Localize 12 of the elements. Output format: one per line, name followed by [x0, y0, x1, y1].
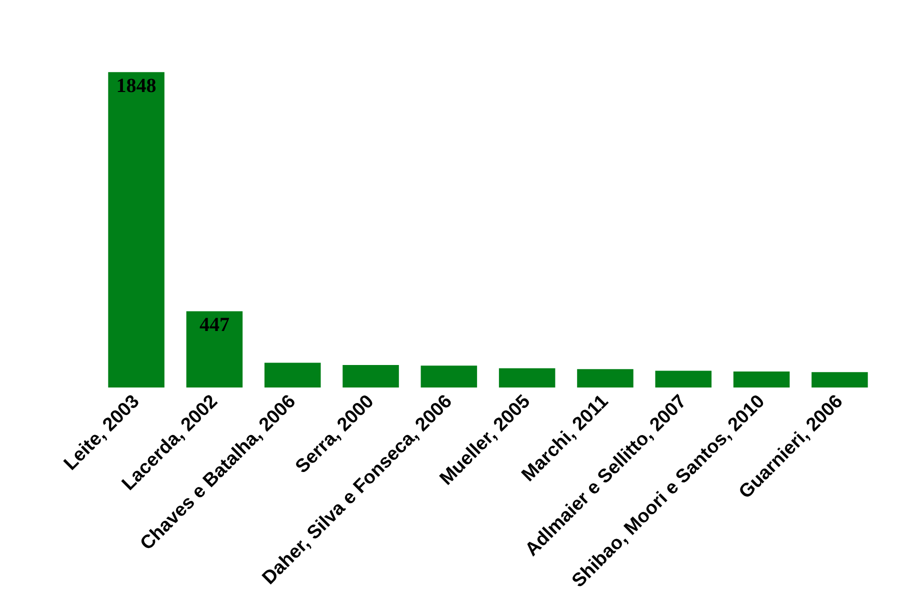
data-label: 447: [199, 314, 230, 336]
bar: [655, 370, 712, 388]
data-label: 1848: [116, 75, 156, 98]
bar: [812, 372, 868, 388]
bar: [186, 311, 243, 388]
bar: [577, 369, 634, 388]
bar: [420, 366, 478, 388]
bar: [342, 364, 399, 388]
bar: [264, 362, 321, 388]
bar: [108, 72, 164, 388]
bar: [733, 371, 790, 388]
bar: [498, 368, 556, 388]
